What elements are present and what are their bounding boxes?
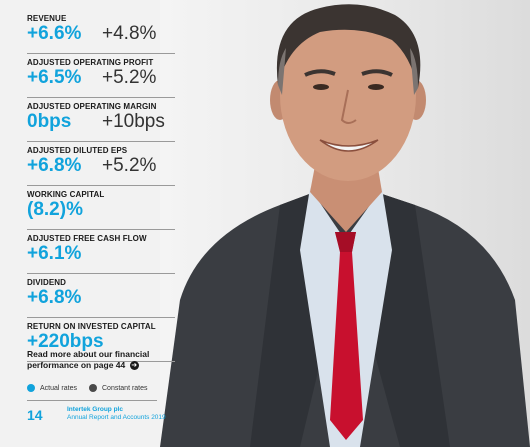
kpi-actual-value: 0bps <box>27 111 72 132</box>
constant-rates-dot-icon <box>89 384 97 392</box>
kpi-revenue: REVENUE +6.6% +4.8% <box>27 10 175 54</box>
read-more-link[interactable]: Read more about our financial performanc… <box>27 349 177 371</box>
kpi-label: ADJUSTED OPERATING PROFIT <box>27 58 154 67</box>
kpi-list: REVENUE +6.6% +4.8% ADJUSTED OPERATING P… <box>27 10 175 362</box>
legend-constant-label: Constant rates <box>102 384 148 392</box>
read-more-line-2: performance on page 44 <box>27 360 126 370</box>
kpi-actual-value: +6.1% <box>27 243 82 264</box>
kpi-constant-value: +5.2% <box>102 155 157 176</box>
actual-rates-dot-icon <box>27 384 35 392</box>
kpi-actual-value: +6.6% <box>27 23 82 44</box>
legend-actual: Actual rates <box>27 384 77 392</box>
footer-report-name: Annual Report and Accounts 2019 <box>67 414 166 421</box>
kpi-label: ADJUSTED OPERATING MARGIN <box>27 102 157 111</box>
kpi-return-on-invested-capital: RETURN ON INVESTED CAPITAL +220bps <box>27 318 175 362</box>
kpi-label: RETURN ON INVESTED CAPITAL <box>27 322 156 331</box>
page-number: 14 <box>27 407 43 423</box>
kpi-label: DIVIDEND <box>27 278 67 287</box>
kpi-dividend: DIVIDEND +6.8% <box>27 274 175 318</box>
footer-company-name: Intertek Group plc <box>67 406 123 413</box>
kpi-label: ADJUSTED DILUTED EPS <box>27 146 128 155</box>
legend-actual-label: Actual rates <box>40 384 77 392</box>
kpi-constant-value: +5.2% <box>102 67 157 88</box>
kpi-constant-value: +4.8% <box>102 23 157 44</box>
kpi-actual-value: +6.8% <box>27 155 82 176</box>
kpi-label: ADJUSTED FREE CASH FLOW <box>27 234 147 243</box>
kpi-constant-value: +10bps <box>102 111 165 132</box>
executive-portrait <box>160 4 530 447</box>
legend-constant: Constant rates <box>89 384 148 392</box>
kpi-adjusted-operating-profit: ADJUSTED OPERATING PROFIT +6.5% +5.2% <box>27 54 175 98</box>
arrow-right-icon: ➜ <box>129 361 139 371</box>
kpi-label: WORKING CAPITAL <box>27 190 105 199</box>
read-more-line-1: Read more about our financial <box>27 349 150 359</box>
kpi-working-capital: WORKING CAPITAL (8.2)% <box>27 186 175 230</box>
kpi-actual-value: +6.8% <box>27 287 82 308</box>
kpi-adjusted-free-cash-flow: ADJUSTED FREE CASH FLOW +6.1% <box>27 230 175 274</box>
kpi-actual-value: +6.5% <box>27 67 82 88</box>
kpi-label: REVENUE <box>27 14 67 23</box>
kpi-actual-value: (8.2)% <box>27 199 83 220</box>
kpi-adjusted-operating-margin: ADJUSTED OPERATING MARGIN 0bps +10bps <box>27 98 175 142</box>
kpi-adjusted-diluted-eps: ADJUSTED DILUTED EPS +6.8% +5.2% <box>27 142 175 186</box>
footer-divider <box>27 400 157 401</box>
kpi-actual-value: +220bps <box>27 331 104 352</box>
